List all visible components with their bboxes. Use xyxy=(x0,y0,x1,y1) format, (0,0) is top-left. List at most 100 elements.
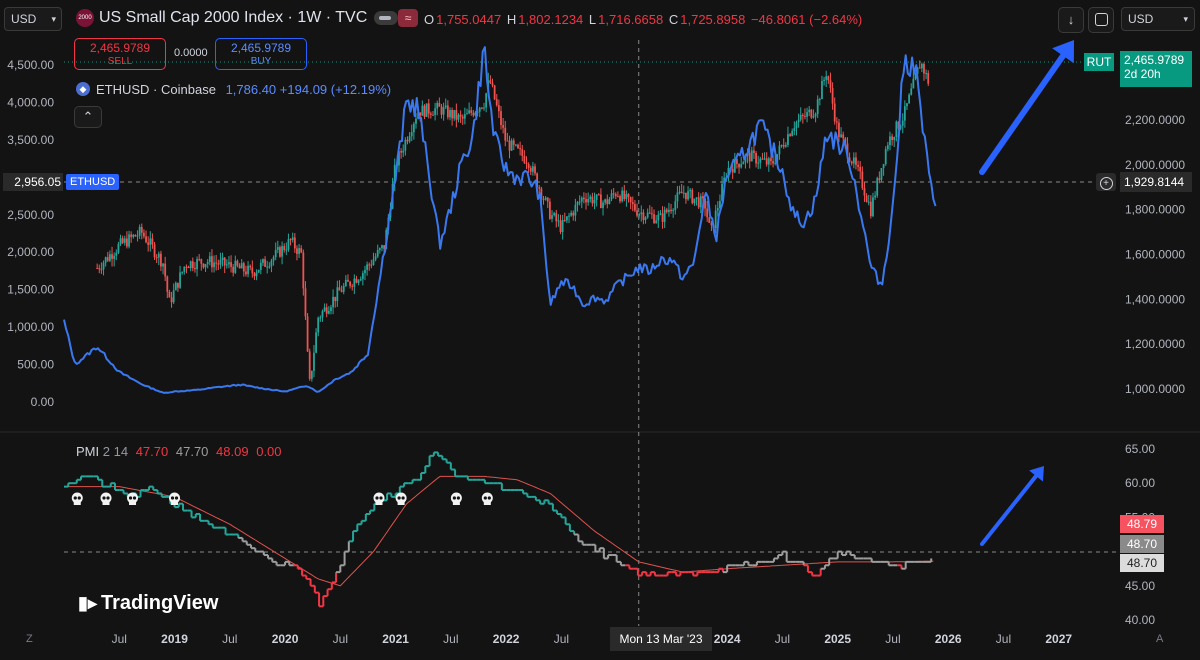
candle-body xyxy=(451,109,454,119)
candle-body xyxy=(368,264,371,266)
candle-body xyxy=(776,154,779,163)
candle-body xyxy=(232,266,235,273)
candle-body xyxy=(663,209,666,222)
crosshair-date-label: Mon 13 Mar '23 xyxy=(610,627,712,651)
candle-body xyxy=(606,199,609,205)
candle-body xyxy=(695,197,698,199)
candle-body xyxy=(840,134,842,138)
candle-body xyxy=(608,199,611,205)
candle-body xyxy=(268,266,271,268)
candle-body xyxy=(272,257,275,261)
skull-eye xyxy=(401,496,405,500)
candle-body xyxy=(262,259,264,263)
candle-body xyxy=(793,128,796,131)
candle-body xyxy=(672,210,675,212)
candle-body xyxy=(440,106,443,115)
left-axis-tick: 4,000.00 xyxy=(7,95,54,109)
pmi-legend[interactable]: PMI 2 14 47.70 47.70 48.09 0.00 xyxy=(76,444,282,459)
candle-body xyxy=(149,238,152,245)
download-button[interactable]: ↓ xyxy=(1058,7,1084,33)
overlay-value: 1,786.40 xyxy=(225,82,277,97)
x-axis-tick: 2025 xyxy=(824,632,851,646)
candle-body xyxy=(321,311,324,318)
candle-body xyxy=(128,234,130,247)
candle-body xyxy=(366,264,368,270)
candle-body xyxy=(145,236,147,243)
skull-head xyxy=(450,492,462,504)
candle-body xyxy=(661,213,664,222)
skull-jaw xyxy=(171,501,179,505)
candle-body xyxy=(111,254,113,259)
candle-body xyxy=(791,130,794,136)
pmi-axis-tick: 45.00 xyxy=(1125,579,1155,593)
candle-body xyxy=(434,108,437,115)
candle-body xyxy=(449,109,451,118)
candle-body xyxy=(353,278,356,287)
candle-body xyxy=(927,72,930,84)
left-axis-tick: 1,500.00 xyxy=(7,283,54,297)
candle-body xyxy=(289,239,292,241)
candle-body xyxy=(208,256,211,263)
candle-body xyxy=(818,99,821,101)
candle-body xyxy=(478,107,481,112)
candle-body xyxy=(831,87,834,104)
candle-body xyxy=(761,158,764,160)
skull-eye xyxy=(170,496,175,500)
right-axis-tick: 1,200.0000 xyxy=(1125,337,1185,351)
skull-head xyxy=(169,492,181,504)
candle-body xyxy=(634,204,636,211)
candle-body xyxy=(570,212,573,216)
x-axis-tick: Jul xyxy=(996,632,1011,646)
add-alert-button[interactable]: + xyxy=(1096,173,1116,191)
candle-body xyxy=(126,238,128,247)
candle-body xyxy=(814,114,817,117)
sell-price: 2,465.9789 xyxy=(89,41,151,55)
candle-body xyxy=(517,144,519,149)
candle-body xyxy=(134,234,137,237)
candle-body xyxy=(878,178,881,180)
candle-body xyxy=(668,209,670,212)
candle-body xyxy=(485,93,488,108)
currency-selector-right[interactable]: USD ▾ xyxy=(1121,7,1195,31)
candle-body xyxy=(842,134,845,139)
candle-body xyxy=(310,370,313,379)
candle-body xyxy=(874,195,876,198)
candle-body xyxy=(170,297,173,303)
candle-body xyxy=(160,253,162,267)
arrow-shaft xyxy=(980,474,1039,546)
candle-body xyxy=(359,279,362,281)
zoom-corner-left[interactable]: Z xyxy=(26,633,33,645)
candle-body xyxy=(731,169,734,173)
fullscreen-button[interactable] xyxy=(1088,7,1114,33)
chart-title[interactable]: US Small Cap 2000 Index · 1W · TVC xyxy=(99,9,368,26)
candle-body xyxy=(468,110,471,114)
candle-body xyxy=(623,190,626,200)
candle-body xyxy=(912,78,915,89)
candle-body xyxy=(585,199,587,203)
candle-body xyxy=(838,122,840,138)
candle-body xyxy=(151,238,154,245)
candle-body xyxy=(636,210,638,216)
candle-body xyxy=(780,145,783,147)
candle-body xyxy=(693,198,696,204)
skull-icon xyxy=(100,492,112,505)
candle-body xyxy=(202,263,205,268)
candle-body xyxy=(740,164,743,168)
candle-body xyxy=(291,237,294,240)
candle-body xyxy=(317,317,320,333)
wave-icon[interactable]: ≈ xyxy=(398,9,418,27)
visibility-toggle[interactable] xyxy=(374,11,398,25)
skull-icon xyxy=(169,492,181,505)
skull-eye xyxy=(452,496,456,500)
currency-selector-left[interactable]: USD ▾ xyxy=(4,7,62,31)
candle-body xyxy=(162,263,164,267)
plus-circle-icon: + xyxy=(1099,177,1113,190)
collapse-legend-button[interactable]: ⌃ xyxy=(74,106,102,128)
candle-body xyxy=(438,103,441,107)
tradingview-logo[interactable]: ▮▸ TradingView xyxy=(78,592,218,615)
auto-scale-corner[interactable]: A xyxy=(1156,633,1164,645)
candle-body xyxy=(797,119,800,123)
x-axis-tick: Jul xyxy=(443,632,458,646)
overlay-legend[interactable]: ETHUSD · Coinbase 1,786.40 +194.09 (+12.… xyxy=(96,82,391,97)
